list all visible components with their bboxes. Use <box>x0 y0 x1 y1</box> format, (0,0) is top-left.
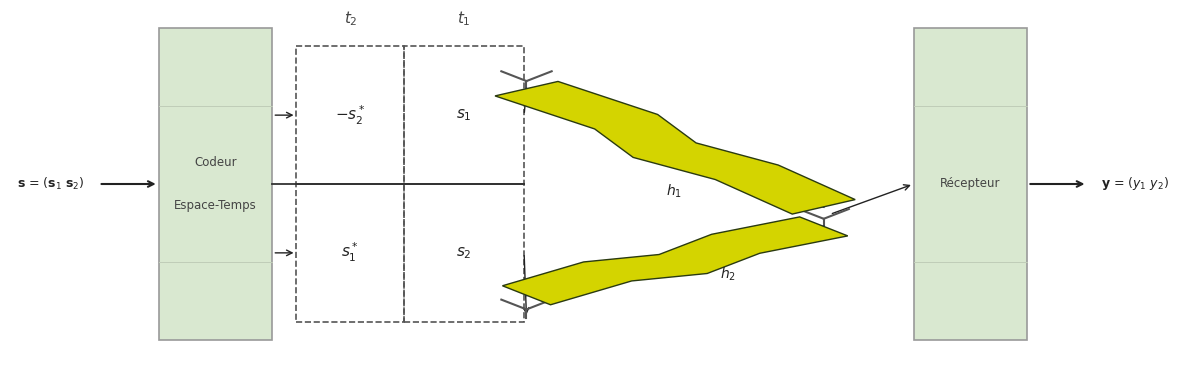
Text: $t_2$: $t_2$ <box>343 10 358 28</box>
Text: $s_1^*$: $s_1^*$ <box>342 241 359 265</box>
Text: $\mathbf{s}$ = ($\mathbf{s}_1$ $\mathbf{s}_2$): $\mathbf{s}$ = ($\mathbf{s}_1$ $\mathbf{… <box>17 176 84 192</box>
FancyBboxPatch shape <box>914 28 1027 340</box>
Text: $\mathbf{y}$ = ($y_1$ $y_2$): $\mathbf{y}$ = ($y_1$ $y_2$) <box>1102 176 1169 192</box>
Text: Espace-Temps: Espace-Temps <box>175 199 256 212</box>
Polygon shape <box>495 81 855 214</box>
FancyBboxPatch shape <box>159 28 272 340</box>
Polygon shape <box>502 217 848 305</box>
Text: $t_1$: $t_1$ <box>458 10 471 28</box>
Text: $s_1$: $s_1$ <box>456 107 472 123</box>
Text: Codeur: Codeur <box>194 156 237 169</box>
Text: $s_2$: $s_2$ <box>456 245 472 261</box>
Text: $h_1$: $h_1$ <box>666 183 681 200</box>
Text: Récepteur: Récepteur <box>940 177 1001 191</box>
Text: $-s_2^*$: $-s_2^*$ <box>335 103 366 127</box>
Text: $h_2$: $h_2$ <box>720 266 736 283</box>
